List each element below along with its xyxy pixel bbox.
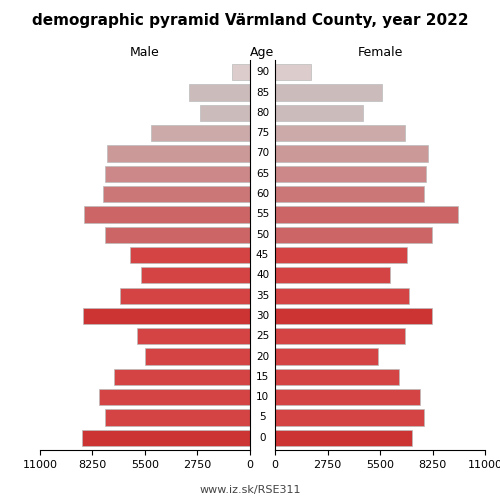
- Bar: [120, 288, 250, 304]
- Text: 60: 60: [256, 189, 269, 199]
- Bar: [275, 247, 407, 263]
- Bar: [275, 430, 412, 446]
- Text: 25: 25: [256, 332, 269, 342]
- Bar: [84, 206, 250, 222]
- Text: 40: 40: [256, 270, 269, 280]
- Bar: [275, 64, 312, 80]
- Text: 70: 70: [256, 148, 269, 158]
- Text: 85: 85: [256, 88, 269, 98]
- Bar: [105, 226, 250, 243]
- Bar: [130, 247, 250, 263]
- Text: 75: 75: [256, 128, 269, 138]
- Text: 80: 80: [256, 108, 269, 118]
- Bar: [150, 125, 250, 142]
- Bar: [275, 389, 420, 406]
- Bar: [275, 308, 432, 324]
- Title: Age: Age: [250, 46, 274, 59]
- Bar: [275, 348, 378, 364]
- Bar: [232, 64, 250, 80]
- Bar: [275, 206, 458, 222]
- Bar: [189, 84, 250, 100]
- Bar: [83, 308, 250, 324]
- Text: 55: 55: [256, 210, 269, 220]
- Bar: [105, 166, 250, 182]
- Text: 10: 10: [256, 392, 269, 402]
- Bar: [275, 226, 432, 243]
- Text: 45: 45: [256, 250, 269, 260]
- Text: 5: 5: [259, 412, 266, 422]
- Bar: [275, 267, 390, 283]
- Text: 50: 50: [256, 230, 269, 239]
- Title: Male: Male: [130, 46, 160, 59]
- Bar: [82, 430, 250, 446]
- Bar: [275, 125, 405, 142]
- Bar: [145, 348, 250, 364]
- Bar: [99, 389, 250, 406]
- Bar: [275, 288, 408, 304]
- Bar: [275, 186, 424, 202]
- Text: demographic pyramid Värmland County, year 2022: demographic pyramid Värmland County, yea…: [32, 12, 469, 28]
- Bar: [275, 104, 363, 121]
- Bar: [107, 146, 250, 162]
- Text: 0: 0: [260, 433, 266, 443]
- Text: 15: 15: [256, 372, 269, 382]
- Bar: [141, 267, 250, 283]
- Bar: [275, 410, 424, 426]
- Text: www.iz.sk/RSE311: www.iz.sk/RSE311: [199, 485, 301, 495]
- Text: 35: 35: [256, 290, 269, 300]
- Bar: [114, 369, 250, 385]
- Bar: [275, 369, 399, 385]
- Text: 20: 20: [256, 352, 269, 362]
- Bar: [138, 328, 250, 344]
- Text: 65: 65: [256, 169, 269, 179]
- Bar: [275, 328, 405, 344]
- Text: 30: 30: [256, 311, 269, 321]
- Title: Female: Female: [358, 46, 403, 59]
- Bar: [105, 410, 250, 426]
- Bar: [275, 146, 428, 162]
- Text: 90: 90: [256, 67, 269, 77]
- Bar: [200, 104, 250, 121]
- Bar: [275, 166, 426, 182]
- Bar: [103, 186, 250, 202]
- Bar: [275, 84, 382, 100]
